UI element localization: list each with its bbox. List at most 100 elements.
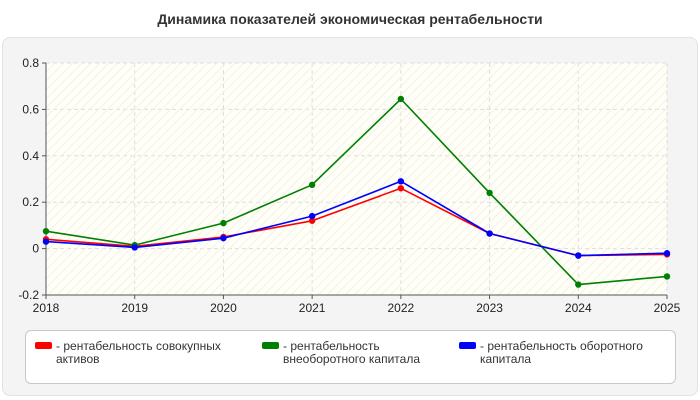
hatch-line [92,62,326,296]
hatch-line [461,89,668,296]
hatch-line [479,107,668,296]
hatch-line [164,62,398,296]
hatch-line [623,251,668,296]
data-point-series-2[interactable] [663,250,671,257]
y-tick-label: 0.8 [22,56,39,70]
hatch-line [344,62,578,296]
hatch-line [45,62,263,280]
y-tick-label: 0.2 [22,195,39,209]
legend-swatch-noncurrent [262,342,279,349]
hatch-line [182,62,416,296]
hatch-line [45,62,56,73]
legend-label-current: - рентабельность оборотного капитала [480,339,643,366]
hatch-line [45,62,101,118]
hatch-line [45,62,83,100]
hatch-line [45,62,92,109]
data-point-series-2[interactable] [131,244,138,251]
y-tick-label: 0.6 [22,102,39,116]
hatch-line [191,62,425,296]
data-point-series-2[interactable] [220,234,227,242]
hatch-line [299,62,533,296]
hatch-line [45,62,110,127]
hatch-line [650,278,668,296]
hatch-line [416,62,650,296]
legend-swatch-current [459,342,476,349]
y-tick-label: 0.4 [22,149,39,163]
y-tick-labels: -0.2 0 0.2 0.4 0.6 0.8 [18,56,39,302]
hatch-line [569,197,668,296]
hatch-line [45,62,128,145]
x-tick-label: 2025 [654,301,681,315]
y-tick-label: -0.2 [18,288,39,302]
hatch-line [45,62,173,190]
data-point-series-2[interactable] [42,238,50,245]
hatch-line [335,62,569,296]
hatch-line [45,62,272,289]
hatch-line [227,62,461,296]
hatch-line [45,62,218,235]
data-point-series-0[interactable] [308,217,316,224]
hatch-line [263,62,497,296]
hatch-line [353,62,587,296]
hatch-line [578,206,668,296]
hatch-line [45,62,191,208]
hatch-line [308,62,542,296]
hatch-line [371,62,605,296]
hatch-line [551,179,668,296]
series-lines [45,98,668,286]
hatch-line [218,62,452,296]
hatch-line [389,62,623,296]
hatch-line [45,62,182,199]
hatch-line [614,242,668,296]
hatch-line [659,287,668,296]
hatch-line [497,125,668,296]
hatch-line [56,62,290,296]
hatch-line [398,62,632,296]
hatch-line [506,134,668,296]
data-point-series-1[interactable] [42,228,50,235]
x-tick-label: 2019 [121,301,148,315]
data-point-series-2[interactable] [486,230,493,237]
hatch-line [45,62,236,253]
hatch-line [45,62,245,262]
hatch-line [470,98,668,296]
hatch-line [128,62,362,296]
hatch-line [488,116,668,296]
x-tick-label: 2018 [33,301,60,315]
hatch-line [173,62,407,296]
hatch-line [434,62,668,296]
hatch-line [290,62,524,296]
hatch-line [65,62,299,296]
hatch-line [236,62,470,296]
x-tick-label: 2020 [210,301,237,315]
data-point-series-2[interactable] [308,212,316,220]
hatch-line [245,62,479,296]
chart-title: Динамика показателей экономическая рента… [157,11,543,27]
hatch-line [515,143,668,296]
hatch-line [110,62,344,296]
hatch-line [47,62,281,296]
data-point-series-2[interactable] [397,178,405,185]
hatch-line [45,62,227,244]
data-point-series-1[interactable] [308,181,316,188]
legend: - рентабельность совокупных активов - ре… [25,330,676,384]
hatch-line [45,62,137,154]
data-point-series-1[interactable] [575,281,582,288]
hatch-line [272,62,506,296]
hatch-line [524,152,668,296]
hatch-line [45,62,74,91]
data-point-series-2[interactable] [575,252,582,259]
data-point-series-1[interactable] [663,273,671,280]
legend-label-assets: - рентабельность совокупных активов [56,339,221,366]
hatch-line [101,62,335,296]
series-line-2 [45,180,668,257]
hatch-line [542,170,668,296]
data-point-series-1[interactable] [397,95,405,103]
hatch-line [119,62,353,296]
data-point-series-0[interactable] [397,185,405,192]
hatch-line [362,62,596,296]
hatch-line [641,269,668,296]
data-point-series-1[interactable] [486,189,493,197]
data-point-series-1[interactable] [220,219,227,227]
